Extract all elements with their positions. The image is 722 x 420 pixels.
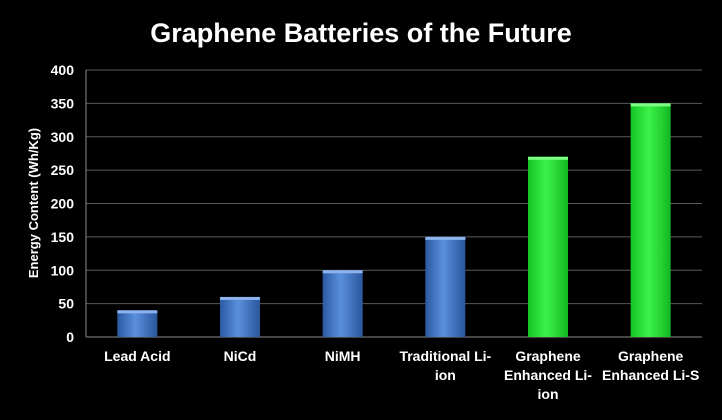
y-axis-label: Energy Content (Wh/Kg)	[26, 128, 41, 278]
x-category-label-line: Enhanced Li-S	[602, 367, 699, 383]
bar	[322, 270, 363, 337]
bar	[630, 103, 671, 337]
x-category-label: Graphene Enhanced Li-S	[602, 348, 699, 383]
x-category-label-line: ion	[538, 386, 559, 402]
x-category-label: Traditional Li-ion	[399, 348, 491, 383]
x-category-label-line: ion	[435, 367, 456, 383]
x-category-label-line: NiCd	[224, 348, 257, 364]
bar-top-cap	[528, 156, 568, 160]
x-category-label: Lead Acid	[104, 348, 170, 364]
bar	[220, 296, 260, 337]
bar-top-cap	[322, 270, 363, 274]
bar	[117, 310, 158, 337]
y-tick-label: 300	[51, 129, 75, 145]
y-tick-labels: 0 50 100 150 200 250 300 350 400	[51, 62, 75, 345]
y-tick-label: 150	[51, 229, 75, 245]
bar-top-cap	[630, 103, 671, 107]
y-tick-label: 50	[58, 296, 74, 312]
bar-top-cap	[117, 310, 158, 314]
bar	[528, 156, 568, 337]
x-category-label-line: Traditional Li-	[399, 348, 491, 364]
y-tick-label: 400	[51, 62, 75, 78]
x-category-label-line: Graphene	[618, 348, 684, 364]
x-category-label: NiCd	[224, 348, 257, 364]
chart-title: Graphene Batteries of the Future	[150, 18, 572, 48]
y-tick-label: 0	[66, 329, 74, 345]
y-tick-label: 100	[51, 262, 75, 278]
x-category-label-line: Lead Acid	[104, 348, 170, 364]
x-category-label-line: Graphene	[515, 348, 581, 364]
bar-top-cap	[425, 236, 466, 240]
x-category-label-line: NiMH	[325, 348, 361, 364]
y-tick-label: 250	[51, 162, 75, 178]
bars	[117, 103, 671, 337]
y-tick-label: 350	[51, 95, 75, 111]
bar-top-cap	[220, 296, 260, 300]
x-category-label: Graphene Enhanced Li-ion	[504, 348, 592, 402]
x-category-label: NiMH	[325, 348, 361, 364]
x-category-label-line: Enhanced Li-	[504, 367, 592, 383]
bar	[425, 236, 466, 337]
gridlines	[85, 69, 702, 338]
x-category-labels: Lead Acid NiCd NiMH Traditional Li-ionGraph…	[104, 348, 699, 402]
y-tick-label: 200	[51, 196, 75, 212]
